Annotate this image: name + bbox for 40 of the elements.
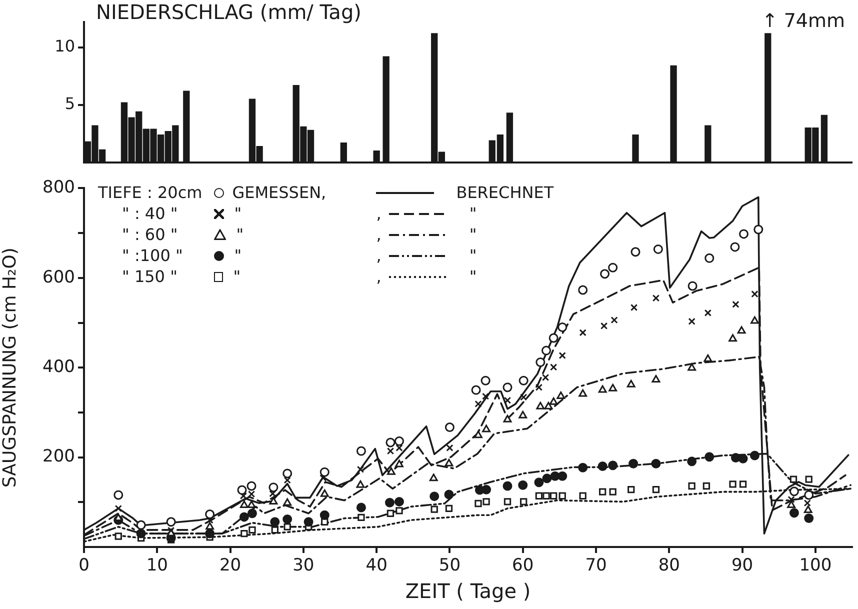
y-tick-label: 800 (42, 178, 75, 198)
y-tick-label: 200 (42, 446, 75, 467)
annotation: , (376, 225, 382, 244)
x-tick-label: 60 (512, 556, 534, 576)
x-axis-title: ZEIT ( Tage ) (405, 579, 531, 604)
x-tick-label: 10 (146, 556, 168, 576)
x-tick-label: 80 (658, 556, 680, 576)
x-tick-label: 0 (78, 556, 90, 576)
annotation: " : 40 " (121, 204, 179, 223)
legend-label: " (468, 246, 477, 265)
y-tick-label: 5 (64, 94, 75, 114)
x-tick-label: 90 (731, 556, 754, 576)
annotation: ↑ 74mm (762, 10, 846, 32)
y-tick-label: 400 (42, 357, 75, 378)
legend-label: " (468, 225, 477, 244)
annotation: TIEFE : 20cm (98, 183, 202, 202)
legend-label: " (232, 267, 241, 286)
x-tick-label: 70 (585, 556, 607, 576)
legend-label: BERECHNET (455, 183, 554, 202)
legend-label: GEMESSEN, (232, 183, 326, 202)
annotation: " 150 " (121, 267, 178, 286)
annotation: " :100 " (121, 246, 184, 265)
annotation: , (376, 246, 382, 265)
annotation: , (376, 204, 382, 223)
y-axis-title: SAUGSPANNUNG (cm H₂O) (0, 248, 20, 488)
legend-label: " (233, 246, 242, 265)
legend-label: " (235, 225, 244, 244)
chart-title: NIEDERSCHLAG (mm/ Tag) (96, 0, 362, 24)
legend-label: " (233, 204, 242, 223)
x-tick-label: 30 (292, 556, 314, 576)
x-tick-label: 40 (366, 556, 388, 576)
annotation: " : 60 " (121, 225, 179, 244)
legend-label: " (468, 204, 477, 223)
y-tick-label: 10 (54, 36, 75, 56)
x-tick-label: 50 (438, 556, 461, 576)
x-tick-label: 100 (799, 556, 832, 576)
legend-label: " (468, 267, 477, 286)
x-tick-label: 20 (219, 556, 242, 576)
y-tick-label: 600 (42, 267, 75, 288)
annotation: , (376, 267, 382, 286)
